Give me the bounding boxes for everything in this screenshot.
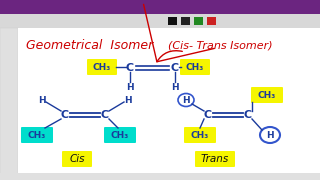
Text: CH₃: CH₃ <box>191 130 209 140</box>
Bar <box>0 28 18 180</box>
Bar <box>181 17 190 25</box>
FancyBboxPatch shape <box>195 151 235 167</box>
Text: CH₃: CH₃ <box>258 91 276 100</box>
Bar <box>0 173 320 180</box>
Text: H: H <box>266 130 274 140</box>
Text: C: C <box>244 110 252 120</box>
Text: (Cis- Trans Isomer): (Cis- Trans Isomer) <box>168 40 272 50</box>
Text: H: H <box>38 96 46 105</box>
Bar <box>0 14 320 34</box>
Bar <box>0 0 320 28</box>
Text: H: H <box>171 82 179 91</box>
FancyBboxPatch shape <box>104 127 136 143</box>
Text: C: C <box>171 63 179 73</box>
Text: CH₃: CH₃ <box>93 62 111 71</box>
Text: CH₃: CH₃ <box>186 62 204 71</box>
Text: C: C <box>126 63 134 73</box>
Text: Trans: Trans <box>201 154 229 164</box>
Text: CH₃: CH₃ <box>111 130 129 140</box>
Bar <box>0 0 320 14</box>
Bar <box>18 28 320 178</box>
Text: Geometrical  Isomer: Geometrical Isomer <box>26 39 154 51</box>
FancyBboxPatch shape <box>184 127 216 143</box>
FancyBboxPatch shape <box>87 59 117 75</box>
Text: H: H <box>182 96 190 105</box>
FancyBboxPatch shape <box>21 127 53 143</box>
Text: H: H <box>126 82 134 91</box>
Bar <box>168 17 177 25</box>
Text: C: C <box>61 110 69 120</box>
Text: C: C <box>204 110 212 120</box>
Text: CH₃: CH₃ <box>28 130 46 140</box>
FancyBboxPatch shape <box>251 87 283 103</box>
FancyBboxPatch shape <box>180 59 210 75</box>
Text: Cis: Cis <box>69 154 85 164</box>
Bar <box>194 17 203 25</box>
Bar <box>207 17 216 25</box>
FancyBboxPatch shape <box>62 151 92 167</box>
Text: C: C <box>101 110 109 120</box>
Text: H: H <box>124 96 132 105</box>
